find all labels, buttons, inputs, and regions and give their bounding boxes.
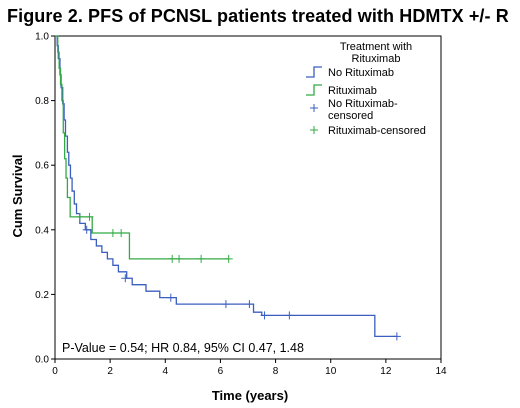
legend-label: No Rituximab [328, 67, 394, 79]
y-tick-label: 0.6 [35, 161, 49, 172]
censor-mark-no-rituximab [221, 300, 230, 309]
legend-label: Rituximab-censored [328, 125, 426, 137]
censor-mark-no-rituximab [245, 300, 254, 309]
km-curve-no-rituximab [55, 35, 397, 338]
censor-mark-rituximab [197, 254, 206, 263]
y-tick-label: 1.0 [35, 32, 49, 43]
legend-step-swatch [306, 84, 322, 96]
censor-mark-rituximab [175, 254, 184, 263]
x-tick-label: 8 [273, 366, 279, 377]
legend-label-cont: censored [328, 110, 373, 122]
censor-mark-rituximab [117, 229, 126, 238]
y-tick-label: 0.0 [35, 355, 49, 366]
y-tick-label: 0.8 [35, 96, 49, 107]
legend-title-line-1: Treatment with [340, 41, 412, 53]
plot-frame [54, 35, 442, 360]
y-tick-label: 0.4 [35, 225, 49, 236]
legend-label: No Rituximab- [328, 98, 398, 110]
km-curve-rituximab [55, 35, 229, 260]
legend-label: Rituximab [328, 85, 377, 97]
x-tick-label: 2 [107, 366, 113, 377]
legend-item: No Rituximab [306, 66, 394, 79]
axis-ticks: 0 2 4 6 8 10 12 14 0.0 0.2 0.4 0.6 0.8 1.0 [35, 32, 447, 378]
legend-item: Rituximab-censored [310, 125, 426, 137]
y-axis-title: Cum Survival [10, 154, 25, 237]
legend-item: No Rituximab-censored [310, 98, 398, 122]
figure-title: Figure 2. PFS of PCNSL patients treated … [7, 6, 509, 26]
x-axis-title: Time (years) [212, 388, 288, 403]
censor-mark-rituximab [108, 229, 117, 238]
legend-title-line-2: Rituximab [352, 53, 401, 65]
p-value-annotation: P-Value = 0.54; HR 0.84, 95% CI 0.47, 1.… [62, 341, 304, 355]
x-tick-label: 14 [435, 366, 447, 377]
legend-plus-swatch [310, 126, 318, 134]
censor-mark-rituximab [168, 254, 177, 263]
y-tick-label: 0.2 [35, 290, 49, 301]
censor-mark-rituximab [224, 254, 233, 263]
series-layer [55, 35, 401, 341]
legend-plus-swatch [310, 104, 318, 112]
x-tick-label: 0 [52, 366, 58, 377]
censor-mark-no-rituximab [166, 293, 175, 302]
legend-item: Rituximab [306, 84, 377, 97]
x-tick-label: 4 [163, 366, 169, 377]
censor-mark-no-rituximab [121, 274, 130, 283]
plot-border [54, 35, 442, 360]
x-tick-label: 12 [380, 366, 392, 377]
x-tick-label: 10 [325, 366, 337, 377]
censor-mark-no-rituximab [260, 311, 269, 320]
legend-step-swatch [306, 66, 322, 78]
censor-mark-rituximab [85, 212, 94, 221]
x-tick-label: 6 [218, 366, 224, 377]
censor-mark-rituximab [75, 212, 84, 221]
censor-mark-no-rituximab [392, 332, 401, 341]
censor-mark-no-rituximab [82, 225, 91, 234]
censor-mark-no-rituximab [285, 311, 294, 320]
